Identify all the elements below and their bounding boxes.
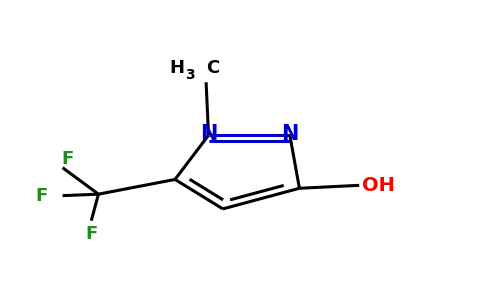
- Text: OH: OH: [362, 176, 394, 195]
- Text: F: F: [61, 150, 74, 168]
- Text: F: F: [85, 225, 97, 243]
- Text: N: N: [200, 124, 217, 144]
- Text: 3: 3: [185, 68, 195, 82]
- Text: N: N: [281, 124, 299, 144]
- Text: H: H: [169, 58, 184, 76]
- Text: C: C: [206, 58, 219, 76]
- Text: F: F: [35, 187, 47, 205]
